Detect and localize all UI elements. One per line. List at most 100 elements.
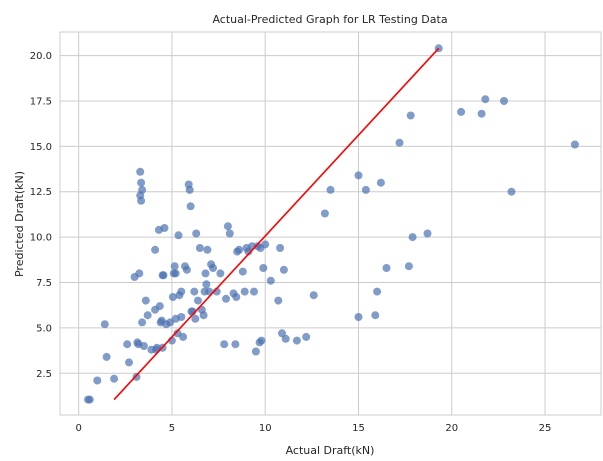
data-point <box>266 276 275 285</box>
data-point <box>373 287 382 296</box>
data-point <box>423 229 432 238</box>
data-point <box>191 314 200 323</box>
data-point <box>223 222 232 231</box>
grid <box>60 32 601 415</box>
y-tick-label: 15.0 <box>30 142 52 153</box>
y-axis-label: Predicted Draft(kN) <box>13 171 26 277</box>
data-point <box>276 244 285 252</box>
data-points <box>84 44 579 404</box>
data-point <box>132 372 141 381</box>
data-point <box>292 336 301 345</box>
data-point <box>203 245 212 254</box>
data-point <box>361 185 370 194</box>
data-point <box>232 293 241 301</box>
x-tick-label: 0 <box>75 423 81 434</box>
data-point <box>153 343 161 352</box>
x-tick-label: 20 <box>445 423 458 434</box>
y-tick-label: 17.5 <box>30 96 52 107</box>
data-point <box>151 245 160 254</box>
data-point <box>274 296 283 305</box>
data-point <box>222 294 230 303</box>
data-point <box>195 244 204 252</box>
reference-line-segment <box>113 47 440 401</box>
data-point <box>201 269 210 278</box>
data-point <box>251 347 260 356</box>
data-point <box>376 178 385 187</box>
data-point <box>138 185 147 194</box>
data-point <box>235 245 244 254</box>
data-point <box>457 107 466 116</box>
y-tick-label: 7.5 <box>36 278 52 289</box>
data-point <box>261 240 270 249</box>
data-point <box>137 196 146 205</box>
data-point <box>138 318 147 327</box>
data-point <box>136 167 145 176</box>
y-tick-label: 12.5 <box>30 187 52 198</box>
data-point <box>500 97 508 105</box>
plot-background <box>60 32 601 415</box>
y-tick-label: 10.0 <box>30 233 52 244</box>
data-point <box>354 171 363 180</box>
reference-line <box>113 47 440 401</box>
data-point <box>135 269 144 278</box>
data-point <box>177 313 186 321</box>
x-tick-label: 10 <box>259 423 272 434</box>
data-point <box>326 185 335 194</box>
data-point <box>209 264 217 272</box>
x-tick-labels: 0 5 10 15 20 25 <box>75 423 551 434</box>
data-point <box>186 202 195 211</box>
data-point <box>240 287 249 296</box>
data-point <box>190 287 199 296</box>
plot-frame <box>59 31 602 416</box>
data-point <box>320 209 329 218</box>
data-point <box>159 271 168 280</box>
data-point <box>139 342 148 350</box>
data-point <box>481 95 490 104</box>
data-point <box>174 231 183 240</box>
data-point <box>177 287 186 296</box>
data-point <box>123 340 132 349</box>
data-point <box>185 185 194 194</box>
data-point <box>216 269 225 278</box>
data-point <box>199 311 208 320</box>
data-point <box>110 374 119 383</box>
data-point <box>93 376 102 385</box>
chart-title: Actual-Predicted Graph for LR Testing Da… <box>212 13 447 26</box>
x-axis-label: Actual Draft(kN) <box>286 444 375 457</box>
x-tick-label: 25 <box>539 423 552 434</box>
data-point <box>155 302 164 311</box>
data-point <box>257 336 266 345</box>
data-point <box>238 267 247 276</box>
data-point <box>371 311 380 320</box>
data-point <box>259 264 268 272</box>
data-point <box>141 296 150 305</box>
data-point <box>309 291 318 300</box>
data-point <box>279 265 288 274</box>
data-point <box>102 352 111 361</box>
data-point <box>408 233 417 242</box>
data-point <box>137 178 146 187</box>
x-tick-label: 5 <box>169 423 175 434</box>
data-point <box>179 332 188 341</box>
data-point <box>160 224 169 232</box>
data-point <box>220 340 229 349</box>
data-point <box>171 269 180 278</box>
data-point <box>354 313 363 321</box>
data-point <box>143 311 152 320</box>
data-point <box>281 334 290 343</box>
data-point <box>125 358 133 367</box>
data-point <box>404 262 413 271</box>
data-point <box>182 265 191 274</box>
x-tick-label: 15 <box>352 423 365 434</box>
data-point <box>85 395 94 404</box>
data-point <box>477 109 486 118</box>
data-point <box>395 138 404 147</box>
data-point <box>507 187 516 196</box>
data-point <box>168 293 177 301</box>
y-tick-label: 2.5 <box>36 369 52 380</box>
data-point <box>302 332 311 341</box>
y-tick-labels: 2.5 5.0 7.5 10.0 12.5 15.0 17.5 20.0 <box>30 51 52 380</box>
data-point <box>570 140 579 149</box>
